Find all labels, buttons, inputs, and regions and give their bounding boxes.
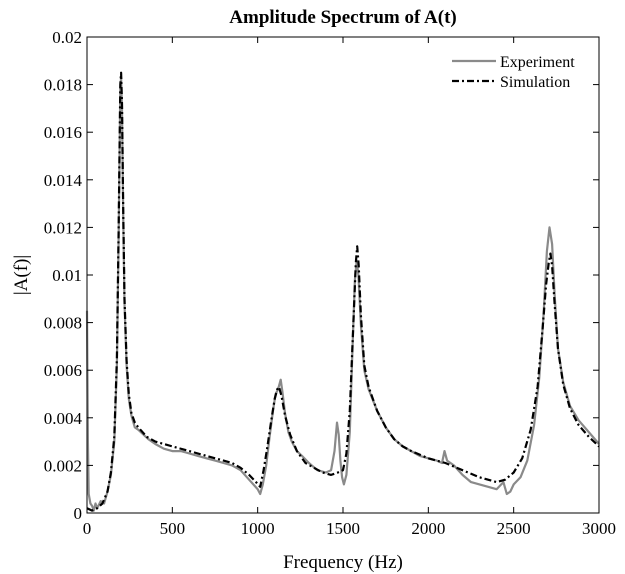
x-tick-label: 1000: [241, 519, 275, 538]
x-tick-label: 2500: [497, 519, 531, 538]
y-tick-label: 0.018: [44, 76, 82, 95]
y-axis-label: |A(f)|: [11, 255, 32, 295]
y-tick-label: 0.006: [44, 361, 82, 380]
x-tick-label: 1500: [326, 519, 360, 538]
x-axis: 0 500 1000 1500 2000 2500 3000: [83, 37, 616, 538]
x-tick-label: 0: [83, 519, 92, 538]
y-tick-label: 0.004: [44, 409, 83, 428]
plot-lines: [85, 71, 600, 512]
plot-frame: [86, 36, 600, 514]
y-tick-label: 0.01: [52, 266, 82, 285]
y-tick-label: 0.02: [52, 28, 82, 47]
series-line-experiment: [85, 76, 600, 512]
y-tick-label: 0: [74, 504, 83, 523]
y-tick-label: 0.014: [44, 171, 83, 190]
legend-label-experiment: Experiment: [500, 54, 575, 71]
y-axis: 0 0.002 0.004 0.006 0.008 0.01 0.012 0.014 0.016…: [44, 28, 599, 523]
x-tick-label: 3000: [582, 519, 616, 538]
legend: Experiment Simulation: [452, 54, 575, 91]
x-tick-label: 2000: [411, 519, 445, 538]
x-axis-label: Frequency (Hz): [283, 552, 403, 573]
y-tick-label: 0.016: [44, 123, 82, 142]
legend-label-simulation: Simulation: [500, 74, 570, 91]
y-tick-label: 0.002: [44, 456, 82, 475]
chart-title: Amplitude Spectrum of A(t): [229, 7, 456, 28]
y-tick-label: 0.012: [44, 218, 82, 237]
series-line-simulation: [86, 71, 600, 512]
x-tick-label: 500: [160, 519, 186, 538]
y-tick-label: 0.008: [44, 314, 82, 333]
